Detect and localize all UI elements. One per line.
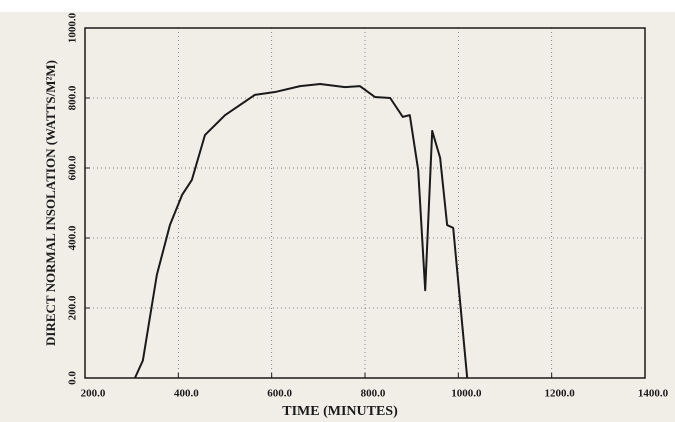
y-tick-label: 200.0 <box>67 295 79 320</box>
y-tick-label: 400.0 <box>67 225 79 250</box>
line-series <box>134 83 469 379</box>
x-tick-label: 800.0 <box>361 388 386 400</box>
x-tick-label: 600.0 <box>267 388 292 400</box>
y-tick-label: 0.0 <box>67 371 79 385</box>
x-tick-label: 1400.0 <box>638 388 669 400</box>
y-axis-label: DIRECT NORMAL INSOLATION (WATTS/M²M) <box>43 60 58 346</box>
top-edge <box>0 0 675 12</box>
y-tick-label: 600.0 <box>67 155 79 180</box>
x-tick-label: 200.0 <box>81 388 106 400</box>
x-tick-label: 1000.0 <box>451 388 482 400</box>
y-tick-label: 800.0 <box>67 85 79 110</box>
plot-frame <box>84 27 646 379</box>
x-tick-label: 400.0 <box>174 388 199 400</box>
x-axis-label: TIME (MINUTES) <box>282 404 398 419</box>
x-tick-label: 1200.0 <box>545 388 576 400</box>
y-tick-label: 1000.0 <box>67 12 79 43</box>
